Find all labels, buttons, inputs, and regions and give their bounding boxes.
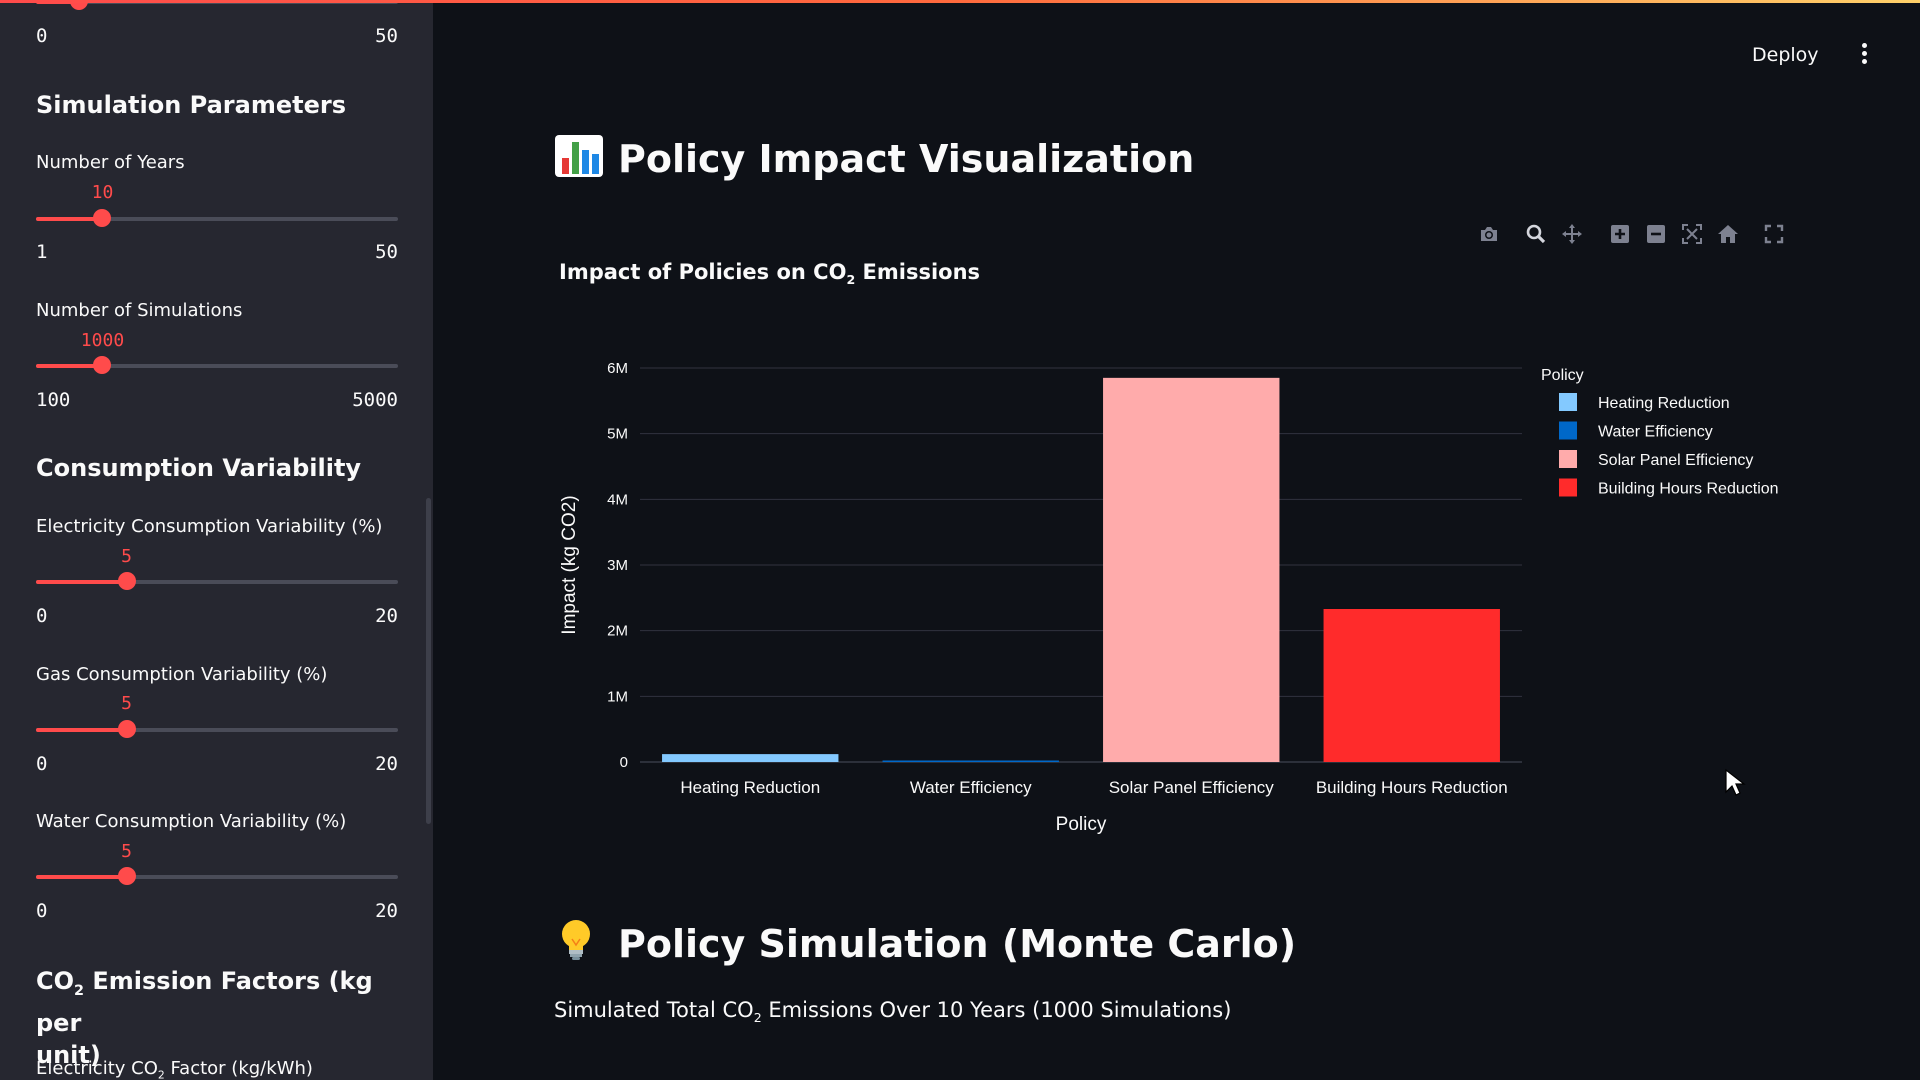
x-tick-label: Solar Panel Efficiency xyxy=(1109,778,1275,797)
water-variability-label: Water Consumption Variability (%) xyxy=(36,811,347,832)
x-tick-label: Building Hours Reduction xyxy=(1316,778,1508,797)
years-min: 1 xyxy=(36,241,48,263)
gas-variability-value: 5 xyxy=(121,693,132,714)
water-variability-max: 20 xyxy=(375,900,398,922)
simulations-slider-track[interactable] xyxy=(36,356,398,374)
y-tick-label: 3M xyxy=(607,557,628,574)
years-slider-track[interactable] xyxy=(36,209,398,227)
gas-variability-slider-fill xyxy=(36,728,127,732)
electricity-variability-slider-track[interactable] xyxy=(36,572,398,590)
simulation-parameters-heading: Simulation Parameters xyxy=(36,91,346,119)
electricity-variability-max: 20 xyxy=(375,605,398,627)
y-axis-title: Impact (kg CO2) xyxy=(559,495,580,634)
y-tick-label: 6M xyxy=(607,360,628,377)
simulations-max: 5000 xyxy=(352,389,398,411)
electricity-variability-label: Electricity Consumption Variability (%) xyxy=(36,516,383,537)
legend-entry: Solar Panel Efficiency xyxy=(1598,452,1753,469)
simulations-label: Number of Simulations xyxy=(36,300,243,321)
bar xyxy=(1103,377,1280,762)
reset-axes-home-icon[interactable] xyxy=(1716,222,1744,248)
x-tick-label: Water Efficiency xyxy=(910,778,1032,797)
policy-simulation-heading: Policy Simulation (Monte Carlo) xyxy=(554,917,1296,968)
light-bulb-emoji-icon xyxy=(554,917,604,961)
x-axis-title: Policy xyxy=(1056,814,1107,835)
electricity-variability-value: 5 xyxy=(121,546,132,567)
gas-variability-slider-thumb[interactable] xyxy=(117,720,136,738)
zoom-out-icon[interactable] xyxy=(1644,222,1672,248)
gas-variability-min: 0 xyxy=(36,753,48,775)
top-slider-min: 0 xyxy=(36,25,48,47)
y-tick-label: 4M xyxy=(607,491,628,508)
fullscreen-icon[interactable] xyxy=(1762,222,1790,248)
years-max: 50 xyxy=(375,241,398,263)
zoom-in-icon[interactable] xyxy=(1608,222,1636,248)
kebab-menu-icon[interactable] xyxy=(1852,40,1876,68)
y-tick-label: 1M xyxy=(607,688,628,705)
electricity-co2-factor-label: Electricity CO2 Factor (kg/kWh) xyxy=(36,1058,313,1080)
simulations-slider-thumb[interactable] xyxy=(93,356,112,374)
bar-chart-emoji-icon xyxy=(554,134,604,178)
gas-variability-label: Gas Consumption Variability (%) xyxy=(36,664,328,685)
years-label: Number of Years xyxy=(36,152,185,173)
legend-swatch xyxy=(1559,450,1577,468)
electricity-variability-min: 0 xyxy=(36,605,48,627)
emission-factors-heading: CO2 Emission Factors (kg per unit) xyxy=(36,967,373,1069)
policy-impact-heading: Policy Impact Visualization xyxy=(554,134,1194,183)
water-variability-slider-track[interactable] xyxy=(36,867,398,885)
water-variability-slider-fill xyxy=(36,875,127,879)
years-value: 10 xyxy=(91,182,114,203)
water-variability-slider-thumb[interactable] xyxy=(117,867,136,885)
years-slider-fill xyxy=(36,217,103,221)
top-slider-thumb[interactable] xyxy=(70,0,89,10)
autoscale-icon[interactable] xyxy=(1680,222,1708,248)
x-tick-label: Heating Reduction xyxy=(680,778,820,797)
y-tick-label: 0 xyxy=(620,754,628,771)
legend-swatch xyxy=(1559,478,1577,497)
y-tick-label: 2M xyxy=(607,623,628,640)
chart-title: Impact of Policies on CO2 Emissions xyxy=(559,260,981,288)
bar xyxy=(882,760,1059,762)
simulations-min: 100 xyxy=(36,389,71,411)
y-tick-label: 5M xyxy=(607,426,628,443)
sidebar-scrollbar[interactable] xyxy=(426,498,431,824)
top-decoration-bar xyxy=(0,0,1920,3)
zoom-icon[interactable] xyxy=(1524,222,1552,248)
gas-variability-max: 20 xyxy=(375,753,398,775)
water-variability-min: 0 xyxy=(36,900,48,922)
legend-swatch xyxy=(1559,421,1577,440)
legend-entry: Building Hours Reduction xyxy=(1598,481,1779,498)
electricity-variability-slider-fill xyxy=(36,580,127,584)
electricity-variability-slider-thumb[interactable] xyxy=(117,572,136,590)
legend-title: Policy xyxy=(1541,367,1584,384)
mouse-cursor-icon xyxy=(1725,768,1746,796)
simulations-value: 1000 xyxy=(80,330,125,351)
sidebar: 0 50 Simulation Parameters Number of Yea… xyxy=(0,0,433,1080)
years-slider-thumb[interactable] xyxy=(93,209,112,227)
bar xyxy=(1323,608,1500,762)
pan-icon[interactable] xyxy=(1560,222,1588,248)
consumption-variability-heading: Consumption Variability xyxy=(36,454,362,482)
deploy-button[interactable]: Deploy xyxy=(1744,40,1827,70)
water-variability-value: 5 xyxy=(121,841,132,862)
camera-icon[interactable] xyxy=(1477,222,1505,248)
gas-variability-slider-track[interactable] xyxy=(36,720,398,738)
simulation-subtitle: Simulated Total CO2 Emissions Over 10 Ye… xyxy=(554,998,1232,1026)
bar xyxy=(662,754,839,762)
legend-swatch xyxy=(1559,393,1577,411)
legend-entry: Water Efficiency xyxy=(1598,424,1713,441)
simulations-slider-fill xyxy=(36,364,103,368)
top-slider-max: 50 xyxy=(375,25,398,47)
legend-entry: Heating Reduction xyxy=(1598,395,1730,412)
